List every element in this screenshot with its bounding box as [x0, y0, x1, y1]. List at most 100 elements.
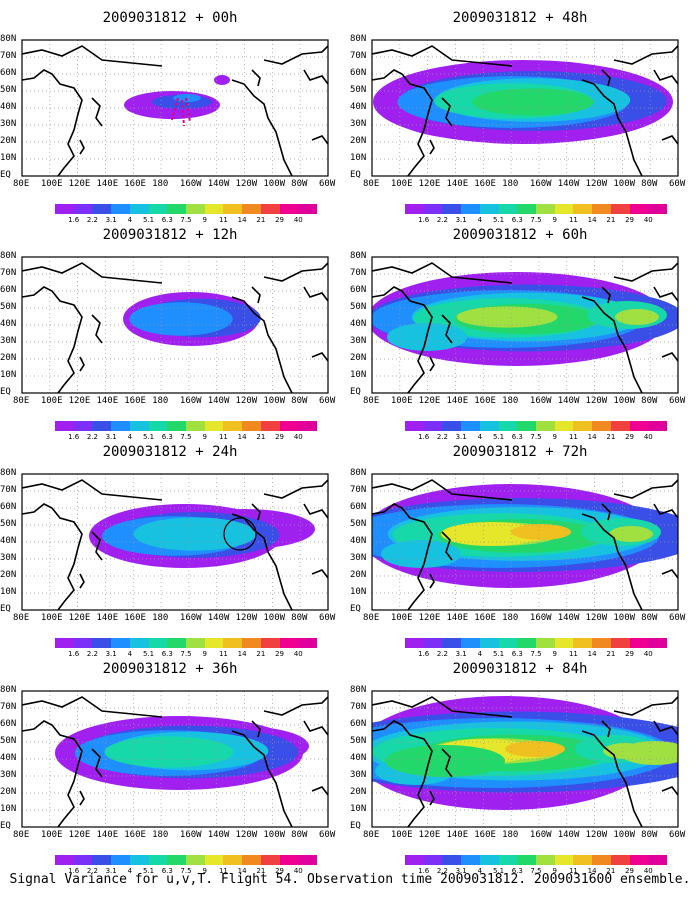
colorbar-label: 5.1: [492, 867, 505, 875]
colorbar-label: 6.3: [511, 650, 523, 658]
colorbar-label: 11: [568, 867, 578, 875]
colorbar-label: 29: [625, 216, 635, 224]
lat-tick-label: 20N: [350, 353, 367, 363]
coastline: [311, 786, 328, 796]
lon-tick-label: 140E: [96, 396, 119, 406]
map-frame: [371, 39, 679, 177]
coastline: [581, 79, 643, 176]
lat-tick-label: EQ: [350, 387, 361, 397]
coastline: [441, 531, 453, 561]
lat-tick-label: 60N: [0, 68, 17, 78]
lon-tick-label: 100E: [40, 613, 63, 623]
lon-tick-label: 120E: [68, 613, 91, 623]
observation-circle: [223, 517, 257, 551]
colorbar-label: 9: [202, 867, 207, 875]
colorbar-swatch: [648, 638, 668, 648]
lat-tick-label: EQ: [0, 604, 11, 614]
lon-tick-label: 120E: [68, 396, 91, 406]
colorbar: 1.6 2.2 3.1 4 5.1 6.3 7.5 9 11 14 21 29 40: [55, 204, 318, 226]
lat-tick-label: 70N: [350, 268, 367, 278]
lon-tick-label: 100E: [390, 396, 413, 406]
lon-tick-label: 120W: [585, 179, 608, 189]
colorbar-swatch: [442, 421, 462, 431]
coastline: [441, 97, 453, 127]
panel-title: 2009031812 + 12h: [102, 227, 238, 243]
figure-caption: Signal Variance for u,v,T. Flight 54. Ob…: [9, 872, 691, 887]
coastline: [79, 356, 85, 372]
colorbar: 1.6 2.2 3.1 4 5.1 6.3 7.5 9 11 14 21 29 40: [55, 421, 318, 443]
colorbar-label: 7.5: [180, 650, 192, 658]
lon-tick-label: 80W: [641, 830, 658, 840]
lon-tick-label: 160W: [529, 179, 552, 189]
colorbar-swatch: [536, 421, 556, 431]
lat-tick-label: 30N: [0, 770, 17, 780]
colorbar-swatch: [260, 421, 281, 431]
colorbar-label: 5.1: [142, 867, 155, 875]
colorbar-swatch: [554, 421, 574, 431]
coastline: [251, 503, 261, 521]
lat-tick-label: 40N: [0, 753, 17, 763]
coastline: [653, 720, 678, 736]
map-panel: 2009031812 + 72h 80N 70N 60N 50N 40N 30N 20N 10N…: [350, 444, 690, 662]
colorbar-label: 4: [477, 867, 483, 875]
colorbar-swatch: [223, 638, 243, 648]
colorbar-swatch: [204, 421, 224, 431]
lat-tick-label: 50N: [0, 85, 17, 95]
coastline: [601, 720, 611, 738]
map-frame: [371, 690, 679, 828]
colorbar-swatch: [573, 204, 593, 214]
colorbar-swatch: [405, 855, 425, 865]
panel-title: 2009031812 + 36h: [102, 661, 238, 677]
coastline: [441, 314, 453, 344]
lat-tick-label: 20N: [0, 570, 17, 580]
colorbar-label: 21: [256, 216, 266, 224]
colorbar-label: 2.2: [436, 650, 448, 658]
colorbar-swatch: [592, 638, 612, 648]
colorbar: 1.6 2.2 3.1 4 5.1 6.3 7.5 9 11 14 21 29 40: [405, 204, 668, 226]
lat-tick-label: 50N: [350, 736, 367, 746]
coastline: [303, 286, 328, 302]
lat-tick-label: 60N: [0, 285, 17, 295]
lat-tick-label: 20N: [350, 570, 367, 580]
lon-tick-label: 80E: [363, 179, 380, 189]
colorbar-label: 11: [218, 867, 228, 875]
lat-tick-label: 50N: [0, 302, 17, 312]
lon-tick-label: 100E: [390, 179, 413, 189]
lat-tick-label: 60N: [350, 719, 367, 729]
lat-tick-label: 20N: [350, 787, 367, 797]
colorbar-label: 7.5: [180, 433, 192, 441]
lon-tick-label: 120E: [68, 179, 91, 189]
coastline: [372, 262, 513, 284]
colorbar-label: 7.5: [530, 216, 542, 224]
coastline: [613, 262, 678, 282]
panel-title: 2009031812 + 24h: [102, 444, 238, 460]
colorbar-swatch: [573, 421, 593, 431]
colorbar-label: 6.3: [511, 867, 523, 875]
lon-tick-label: 140W: [557, 396, 580, 406]
map-plot: [371, 473, 679, 611]
colorbar-label: 2.2: [86, 216, 98, 224]
lon-tick-label: 160W: [529, 830, 552, 840]
colorbar-swatch: [592, 421, 612, 431]
colorbar-swatch: [129, 855, 150, 865]
lon-tick-label: 160E: [474, 830, 496, 840]
colorbar-label: 4: [127, 433, 133, 441]
colorbar-swatch: [242, 204, 262, 214]
colorbar: 1.6 2.2 3.1 4 5.1 6.3 7.5 9 11 14 21 29 40: [55, 855, 318, 877]
colorbar-swatch: [479, 204, 500, 214]
coastline: [372, 696, 513, 718]
colorbar-label: 21: [606, 650, 616, 658]
colorbar-swatch: [517, 204, 537, 214]
lon-tick-label: 140W: [557, 613, 580, 623]
lon-tick-label: 80E: [13, 830, 30, 840]
lon-tick-label: 60W: [669, 830, 686, 840]
lon-tick-label: 180: [502, 613, 519, 623]
colorbar-swatch: [498, 855, 518, 865]
colorbar-label: 3.1: [455, 650, 467, 658]
coastline: [372, 286, 433, 393]
lon-tick-label: 140E: [96, 179, 119, 189]
colorbar-label: 21: [606, 867, 616, 875]
coastline: [91, 748, 103, 778]
colorbar-label: 29: [275, 433, 285, 441]
coastline: [79, 790, 85, 806]
